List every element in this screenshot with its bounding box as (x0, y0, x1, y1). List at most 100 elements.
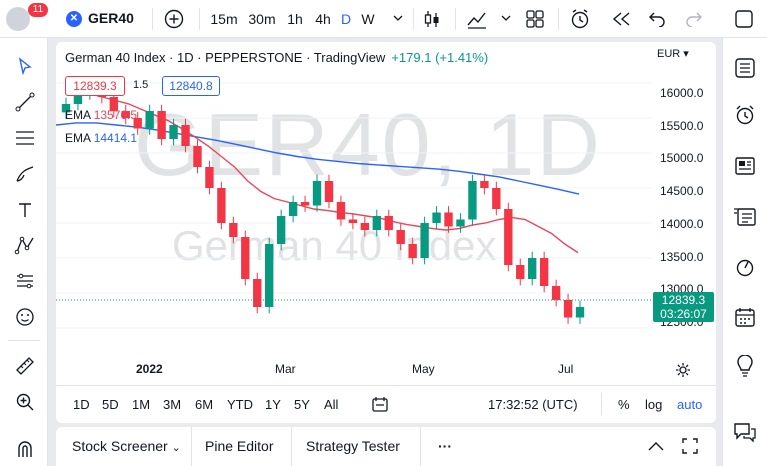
divider (455, 8, 456, 30)
interval-4h[interactable]: 4h (315, 11, 331, 27)
symbol-name[interactable]: GER40 (88, 10, 134, 26)
chart-panel[interactable]: GER40, 1D German 40 Index German 40 Inde… (56, 42, 716, 423)
candles-icon[interactable] (421, 8, 443, 30)
chart-legend-title[interactable]: German 40 Index · 1D · PEPPERSTONE · Tra… (65, 50, 489, 65)
cursor-icon[interactable] (12, 53, 38, 79)
range-ytd[interactable]: YTD (227, 397, 253, 412)
divider (56, 385, 716, 386)
candle-down (444, 212, 453, 227)
interval-1h[interactable]: 1h (287, 11, 303, 27)
alert-clock-icon[interactable] (569, 8, 591, 30)
text-tool-icon[interactable] (12, 197, 38, 223)
range-6m[interactable]: 6M (195, 397, 214, 412)
bottom-panel: Stock Screener ⌄ Pine Editor Strategy Te… (56, 427, 716, 466)
divider (420, 427, 421, 466)
hotlist-fire-icon[interactable] (732, 254, 758, 280)
ema-long-legend[interactable]: EMA 14414.1 (65, 131, 138, 145)
candle-down (205, 167, 214, 188)
chart-settings-gear-icon[interactable] (674, 361, 692, 379)
add-symbol-icon[interactable] (163, 8, 185, 30)
magnet-icon[interactable] (12, 436, 38, 462)
price-chart[interactable] (56, 42, 716, 423)
candle-down (181, 125, 190, 146)
indicators-icon[interactable] (465, 8, 489, 30)
auto-toggle[interactable]: auto (677, 397, 703, 412)
last-price-label: 12839.3 03:26:07 (653, 292, 714, 322)
x-tick: Jul (558, 362, 574, 376)
candle-down (551, 286, 561, 300)
calendar-icon[interactable] (732, 304, 758, 330)
top-toolbar: 11 ✕ GER40 15m 30m 1h 4h D W (0, 0, 767, 38)
brush-icon[interactable] (12, 161, 38, 187)
candle-down (324, 181, 334, 202)
range-5d[interactable]: 5D (102, 397, 119, 412)
ema-short-legend[interactable]: EMA 13576.5 (65, 108, 138, 122)
range-all[interactable]: All (324, 397, 339, 412)
range-1y[interactable]: 1Y (265, 397, 281, 412)
lightbulb-icon[interactable] (732, 353, 758, 379)
fullscreen-box-icon[interactable] (733, 8, 755, 30)
chevron-down-icon[interactable] (500, 12, 512, 24)
candle-down (516, 265, 525, 279)
interval-d[interactable]: D (340, 11, 352, 27)
chevron-down-icon[interactable] (392, 12, 404, 24)
strategy-tester-tab[interactable]: Strategy Tester (306, 438, 400, 454)
divider (291, 427, 292, 466)
stock-screener-tab[interactable]: Stock Screener ⌄ (72, 438, 181, 454)
x-tick: Mar (275, 362, 296, 376)
divider (199, 8, 200, 30)
redo-icon[interactable] (684, 9, 704, 29)
divider (601, 393, 602, 415)
layout-icon[interactable] (524, 8, 546, 30)
candle-up (420, 223, 429, 258)
candle-down (193, 146, 202, 167)
y-tick: 15500.0 (660, 119, 704, 133)
sell-price-button[interactable]: 12839.3 (65, 76, 125, 96)
candle-down (492, 188, 501, 209)
more-tabs-button[interactable]: ··· (438, 438, 452, 454)
range-1d[interactable]: 1D (73, 397, 90, 412)
currency-selector[interactable]: EUR ▾ (657, 48, 689, 60)
zoom-in-icon[interactable] (12, 389, 38, 415)
candle-up (145, 111, 154, 129)
y-tick: 15000.0 (660, 151, 704, 165)
alarm-clock-icon[interactable] (732, 102, 758, 128)
chat-icon[interactable] (732, 419, 758, 445)
clock-time[interactable]: 17:32:52 (UTC) (488, 397, 578, 412)
pine-editor-tab[interactable]: Pine Editor (205, 438, 274, 454)
candle-down (229, 223, 238, 237)
range-5y[interactable]: 5Y (294, 397, 310, 412)
candle-up (276, 216, 286, 244)
range-3m[interactable]: 3M (163, 397, 182, 412)
log-toggle[interactable]: log (645, 397, 663, 412)
maximize-icon[interactable] (680, 436, 700, 456)
candle-up (169, 125, 178, 139)
prediction-icon[interactable] (12, 268, 38, 294)
data-window-icon[interactable] (732, 203, 758, 229)
percent-toggle[interactable]: % (618, 397, 630, 412)
range-1m[interactable]: 1M (132, 397, 151, 412)
ruler-icon[interactable] (12, 353, 38, 379)
candle-up (468, 181, 477, 220)
candle-up (456, 219, 465, 227)
candle-up (528, 258, 537, 279)
go-to-date-icon[interactable] (370, 394, 390, 414)
candle-up (575, 307, 585, 318)
fib-retracement-icon[interactable] (12, 125, 38, 151)
chevron-up-icon[interactable] (646, 437, 666, 455)
buy-price-button[interactable]: 12840.8 (162, 76, 220, 96)
watchlist-icon[interactable] (732, 55, 758, 81)
pattern-icon[interactable] (12, 232, 38, 258)
trend-line-icon[interactable] (12, 89, 38, 115)
news-icon[interactable] (732, 153, 758, 179)
interval-30m[interactable]: 30m (248, 11, 276, 27)
replay-icon[interactable] (610, 9, 632, 29)
candle-down (336, 202, 346, 220)
ema-long-line (56, 122, 580, 195)
interval-15m[interactable]: 15m (210, 11, 238, 27)
emoji-icon[interactable] (12, 304, 38, 330)
candle-down (348, 219, 358, 223)
interval-w[interactable]: W (361, 11, 375, 27)
undo-icon[interactable] (647, 9, 667, 29)
avatar[interactable] (6, 7, 30, 31)
